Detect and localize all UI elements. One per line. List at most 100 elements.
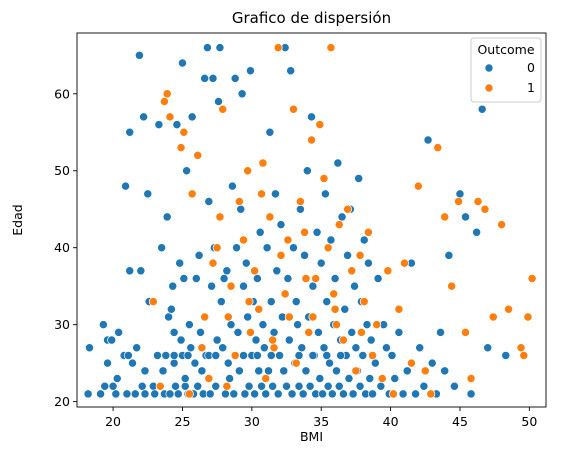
- legend-marker-outcome-1: [484, 83, 494, 93]
- point-outcome-0: [501, 350, 511, 360]
- point-outcome-0: [208, 73, 218, 83]
- point-outcome-0: [234, 366, 244, 376]
- point-outcome-0: [164, 312, 174, 322]
- point-outcome-1: [377, 374, 387, 383]
- point-outcome-1: [357, 327, 366, 337]
- point-outcome-0: [130, 389, 140, 399]
- point-outcome-1: [212, 243, 222, 253]
- point-outcome-0: [307, 112, 316, 122]
- x-axis-ticks: 20 25 30 35 40 45 50: [105, 407, 537, 429]
- point-outcome-0: [223, 358, 233, 368]
- point-outcome-1: [315, 120, 325, 130]
- point-outcome-0: [214, 97, 223, 106]
- point-outcome-0: [207, 281, 217, 291]
- point-outcome-0: [157, 243, 167, 253]
- point-outcome-0: [134, 50, 144, 60]
- point-outcome-0: [196, 327, 205, 337]
- point-outcome-1: [527, 274, 537, 283]
- point-outcome-0: [233, 327, 243, 337]
- point-outcome-0: [251, 335, 261, 345]
- y-axis-ticks: 20 30 40 50 60: [54, 86, 77, 409]
- point-outcome-1: [440, 212, 450, 222]
- point-outcome-1: [308, 312, 318, 322]
- point-outcome-0: [262, 243, 272, 253]
- point-outcome-0: [114, 327, 124, 337]
- y-axis-label: Edad: [10, 204, 25, 235]
- point-outcome-1: [368, 350, 377, 360]
- point-outcome-0: [172, 120, 182, 130]
- point-outcome-1: [497, 220, 507, 230]
- point-outcome-1: [276, 250, 286, 260]
- point-outcome-0: [402, 366, 412, 376]
- point-outcome-0: [272, 266, 282, 276]
- x-axis-label: BMI: [300, 429, 323, 444]
- point-outcome-0: [440, 366, 450, 376]
- point-outcome-0: [169, 358, 179, 368]
- point-outcome-0: [308, 350, 318, 360]
- point-outcome-0: [436, 327, 445, 337]
- point-outcome-0: [255, 227, 265, 237]
- point-outcome-0: [323, 381, 333, 391]
- point-outcome-1: [383, 266, 393, 276]
- point-outcome-0: [276, 220, 286, 230]
- point-outcome-0: [334, 381, 344, 391]
- point-outcome-0: [472, 227, 482, 237]
- point-outcome-0: [179, 274, 189, 283]
- point-outcome-0: [381, 343, 391, 353]
- point-outcome-1: [351, 366, 361, 376]
- point-outcome-1: [148, 297, 158, 307]
- point-outcome-1: [193, 150, 203, 160]
- point-outcome-1: [179, 127, 189, 137]
- point-outcome-0: [275, 350, 285, 360]
- point-outcome-1: [187, 189, 197, 199]
- point-outcome-1: [301, 274, 311, 283]
- point-outcome-1: [234, 197, 244, 206]
- x-tick-label: 30: [244, 414, 260, 429]
- point-outcome-1: [329, 289, 339, 299]
- point-outcome-0: [108, 381, 118, 391]
- point-outcome-0: [283, 274, 293, 283]
- point-outcome-0: [175, 258, 185, 268]
- point-outcome-1: [226, 281, 236, 291]
- point-outcome-0: [216, 297, 226, 307]
- point-outcome-0: [180, 374, 190, 383]
- point-outcome-0: [293, 320, 303, 330]
- point-outcome-0: [322, 350, 332, 360]
- point-outcome-0: [327, 389, 337, 399]
- point-outcome-1: [239, 235, 248, 245]
- point-outcome-0: [165, 389, 175, 399]
- point-outcome-0: [190, 358, 200, 368]
- point-outcome-0: [202, 43, 212, 53]
- point-outcome-1: [300, 227, 310, 237]
- point-outcome-0: [289, 243, 298, 253]
- point-outcome-0: [297, 343, 307, 353]
- legend-label-outcome-1: 1: [527, 80, 535, 95]
- point-outcome-0: [268, 381, 278, 391]
- point-outcome-1: [504, 304, 513, 314]
- point-outcome-0: [387, 350, 397, 360]
- point-outcome-0: [366, 335, 376, 345]
- point-outcome-0: [376, 381, 386, 391]
- point-outcome-0: [337, 212, 347, 222]
- point-outcome-0: [284, 335, 294, 345]
- point-outcome-0: [230, 73, 240, 83]
- point-outcome-0: [415, 343, 425, 353]
- point-outcome-1: [265, 212, 275, 222]
- point-outcome-0: [85, 343, 94, 353]
- point-outcome-0: [254, 366, 264, 376]
- point-outcome-0: [286, 66, 296, 76]
- point-outcome-1: [243, 166, 253, 176]
- point-outcome-0: [300, 250, 310, 260]
- point-outcome-0: [173, 389, 183, 399]
- point-outcome-0: [257, 381, 266, 391]
- point-outcome-0: [200, 73, 210, 83]
- point-outcome-0: [354, 173, 364, 183]
- point-outcome-0: [215, 43, 225, 53]
- point-outcome-1: [284, 312, 294, 322]
- point-outcome-0: [344, 374, 354, 383]
- point-outcome-0: [266, 297, 276, 307]
- point-outcome-0: [282, 381, 291, 391]
- point-outcome-0: [218, 343, 228, 353]
- point-outcome-0: [197, 366, 207, 376]
